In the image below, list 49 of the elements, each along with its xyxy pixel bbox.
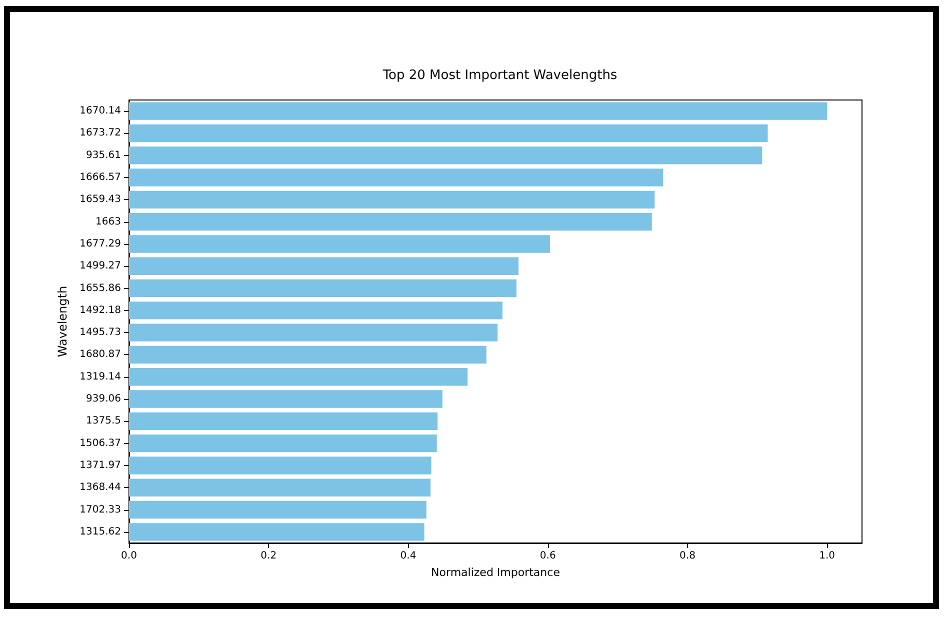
y-tick-label: 1371.97	[80, 460, 121, 471]
bar	[129, 235, 550, 253]
bar	[129, 500, 426, 519]
x-tick-label: 1.0	[819, 550, 836, 562]
y-tick-label: 1680.87	[80, 349, 121, 360]
bar	[129, 368, 468, 386]
x-tick-label: 0.4	[400, 550, 416, 562]
bar	[129, 324, 498, 342]
y-tick-label: 1666.57	[80, 172, 121, 184]
y-tick-label: 1315.62	[80, 526, 121, 538]
bar	[129, 390, 442, 408]
bar	[129, 190, 655, 209]
bar	[129, 412, 438, 430]
y-tick-label: 1673.72	[80, 128, 121, 139]
y-tick-label: 1319.14	[80, 371, 121, 382]
chart-title: Top 20 Most Important Wavelengths	[382, 68, 618, 83]
y-tick-label: 1375.5	[86, 416, 121, 427]
y-tick-label: 939.06	[86, 394, 121, 405]
bar	[129, 302, 502, 320]
bar	[129, 146, 762, 164]
bar	[129, 456, 432, 474]
x-tick-label: 0.6	[540, 550, 556, 562]
y-tick-label: 935.61	[86, 150, 121, 161]
y-tick-label: 1655.86	[80, 282, 121, 294]
bar	[129, 124, 768, 142]
y-tick-label: 1499.27	[80, 260, 121, 272]
y-tick-label: 1659.43	[80, 194, 121, 206]
y-tick-label: 1506.37	[80, 438, 121, 449]
x-axis-title: Normalized Importance	[431, 566, 560, 579]
y-tick-label: 1368.44	[80, 482, 121, 494]
y-tick-label: 1670.14	[80, 106, 121, 117]
bar	[129, 523, 424, 541]
y-tick-label: 1663	[96, 216, 121, 228]
bar	[129, 478, 431, 496]
x-tick-label: 0.8	[680, 550, 696, 562]
x-tick-label: 0.2	[260, 550, 277, 562]
y-tick-label: 1492.18	[80, 304, 121, 316]
bar	[129, 102, 828, 120]
y-tick-label: 1702.33	[80, 504, 121, 516]
x-tick-label: 0.0	[121, 550, 137, 562]
bar	[129, 212, 652, 231]
bar	[129, 346, 486, 364]
y-tick-label: 1677.29	[80, 238, 121, 250]
y-axis-title: Wavelength	[56, 286, 70, 358]
bar	[129, 279, 516, 298]
y-tick-label: 1495.73	[80, 327, 121, 338]
bar	[129, 434, 437, 452]
bar	[129, 168, 664, 186]
bar	[129, 257, 519, 275]
